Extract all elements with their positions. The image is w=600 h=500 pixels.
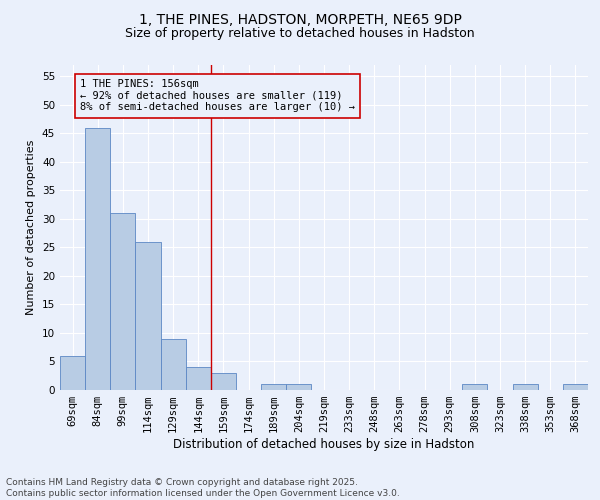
Text: Contains HM Land Registry data © Crown copyright and database right 2025.
Contai: Contains HM Land Registry data © Crown c… [6,478,400,498]
X-axis label: Distribution of detached houses by size in Hadston: Distribution of detached houses by size … [173,438,475,451]
Bar [110,213,136,390]
Bar [60,356,85,390]
Bar [211,373,236,390]
Bar [136,242,161,390]
Y-axis label: Number of detached properties: Number of detached properties [26,140,37,315]
Bar [85,128,110,390]
Text: Size of property relative to detached houses in Hadston: Size of property relative to detached ho… [125,28,475,40]
Bar [186,367,211,390]
Bar [261,384,286,390]
Bar [512,384,538,390]
Bar [563,384,588,390]
Bar [462,384,487,390]
Text: 1, THE PINES, HADSTON, MORPETH, NE65 9DP: 1, THE PINES, HADSTON, MORPETH, NE65 9DP [139,12,461,26]
Bar [286,384,311,390]
Bar [161,338,186,390]
Text: 1 THE PINES: 156sqm
← 92% of detached houses are smaller (119)
8% of semi-detach: 1 THE PINES: 156sqm ← 92% of detached ho… [80,80,355,112]
